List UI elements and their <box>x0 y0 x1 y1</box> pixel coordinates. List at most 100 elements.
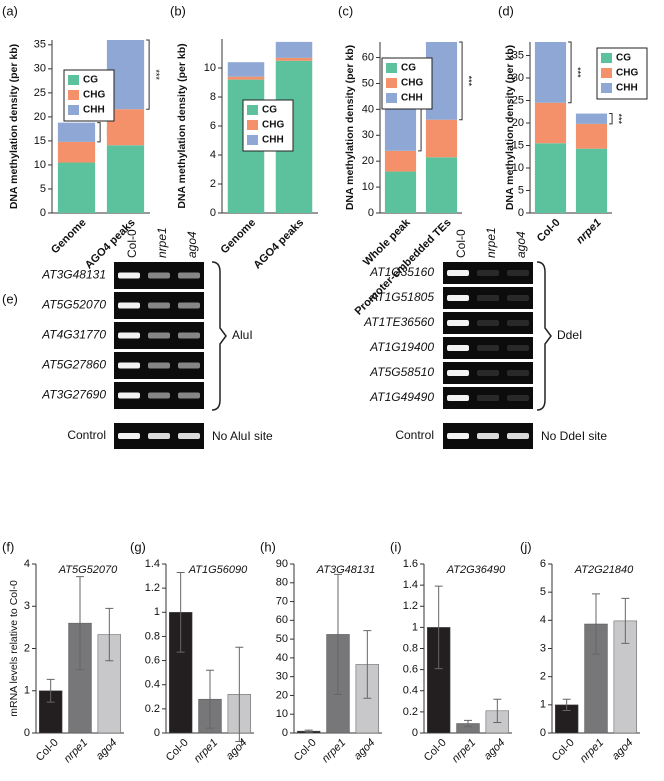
y-tick-label: 0.8 <box>145 630 160 642</box>
legend-label: CHG <box>262 120 284 131</box>
y-axis-label: DNA methylation density (per kb) <box>176 43 188 208</box>
bar-segment <box>275 41 313 58</box>
chart-title: AT2G21840 <box>574 564 634 576</box>
gel-band <box>178 272 200 279</box>
significance-bracket <box>146 39 150 110</box>
y-tick-label: 2 <box>540 671 546 683</box>
panel-label: (d) <box>498 3 514 18</box>
error-bar <box>334 573 342 696</box>
panel-label: (e) <box>2 291 18 306</box>
y-axis-label: mRNA levels relative to Col-0 <box>8 580 20 717</box>
y-tick-label: 0 <box>154 727 160 739</box>
y-tick-label: 6 <box>210 120 216 132</box>
gel-band <box>447 370 469 376</box>
significance-bracket <box>97 122 101 143</box>
y-tick-label: 10 <box>362 181 374 193</box>
gel-strip <box>443 312 533 334</box>
y-tick-label: 0.2 <box>145 703 160 715</box>
bar-segment <box>227 62 265 77</box>
panel-label: (j) <box>520 539 532 554</box>
gel-band <box>477 433 499 439</box>
significance-label: *** <box>102 127 112 138</box>
y-tick-label: 30 <box>362 129 374 141</box>
x-tick-label: Genome <box>219 217 259 257</box>
gel-strip <box>443 387 533 409</box>
error-bar <box>105 607 114 662</box>
error-bar <box>235 646 244 742</box>
y-axis-label: DNA methylation density (per kb) <box>8 44 20 209</box>
x-tick-label: nrpe1 <box>320 737 348 765</box>
bar-segment <box>275 57 313 61</box>
bar-segment <box>384 104 417 151</box>
gel-band <box>477 320 499 326</box>
panel-label: (i) <box>390 539 402 554</box>
y-tick-label: 0.6 <box>403 664 418 676</box>
y-tick-label: 60 <box>362 51 374 63</box>
y-tick-label: 35 <box>34 39 46 51</box>
y-tick-label: 20 <box>362 155 374 167</box>
gel-band <box>118 433 140 439</box>
gel-band <box>178 302 200 309</box>
y-axis-label: DNA methylation density (per kb) <box>504 45 516 210</box>
legend-label: CG <box>262 105 277 116</box>
y-tick-label: 60 <box>276 614 288 626</box>
y-tick-label: 0 <box>518 207 524 219</box>
y-tick-label: 0 <box>540 727 546 739</box>
gel-strip <box>443 287 533 309</box>
legend-swatch <box>386 93 397 103</box>
gene-label: AT5G58510 <box>369 365 434 379</box>
gene-label: AT4G31770 <box>41 328 106 342</box>
error-bar <box>363 630 372 699</box>
y-tick-label: 0 <box>368 207 374 219</box>
gel-band <box>118 272 140 279</box>
error-bar <box>592 593 600 655</box>
gel-band <box>118 302 140 309</box>
y-tick-label: 4 <box>210 149 216 161</box>
x-tick-label: AGO4 peaks <box>251 217 306 272</box>
legend-swatch <box>247 135 258 145</box>
legend-swatch <box>386 63 397 73</box>
x-tick-label: Col-0 <box>34 737 61 764</box>
x-tick-label: ago4 <box>610 737 636 763</box>
error-bar <box>76 576 84 671</box>
gene-label: AT1G49490 <box>369 390 434 404</box>
gel-band <box>447 320 469 326</box>
legend-label: CG <box>83 75 98 86</box>
bar-segment <box>575 113 608 124</box>
y-tick-label: 10 <box>34 159 46 171</box>
y-tick-label: 0.4 <box>403 685 418 697</box>
x-tick-label: nrpe1 <box>574 217 604 247</box>
y-tick-label: 5 <box>518 184 524 196</box>
error-bar <box>176 571 185 653</box>
gene-label: AT1G19400 <box>369 340 434 354</box>
x-tick-label: Col-0 <box>292 737 319 764</box>
legend-swatch <box>601 68 612 78</box>
bar-segment <box>384 171 417 213</box>
y-tick-label: 5 <box>40 183 46 195</box>
x-tick-label: Col-0 <box>164 737 191 764</box>
gel-band <box>477 270 499 276</box>
gene-label: AT1TE36560 <box>363 315 434 329</box>
y-tick-label: 1 <box>154 606 160 618</box>
y-tick-label: 2 <box>24 642 30 654</box>
x-tick-label: ago4 <box>482 737 508 763</box>
gel-band <box>507 320 529 326</box>
y-tick-label: 4 <box>540 614 546 626</box>
panel-label: (b) <box>170 3 186 18</box>
y-tick-label: 0.4 <box>145 679 160 691</box>
y-tick-label: 20 <box>34 111 46 123</box>
x-tick-label: Col-0 <box>550 737 577 764</box>
control-label: Control <box>395 428 434 442</box>
y-tick-label: 1.2 <box>403 600 418 612</box>
control-note: No DdeI site <box>541 429 607 443</box>
gel-band <box>477 345 499 351</box>
y-tick-label: 80 <box>276 577 288 589</box>
gel-band <box>178 362 200 369</box>
y-tick-label: 1.2 <box>145 582 160 594</box>
legend-swatch <box>386 78 397 88</box>
gel-band <box>118 332 140 339</box>
enzyme-label: DdeI <box>557 328 582 342</box>
significance-label: *** <box>464 76 474 87</box>
legend-label: CHG <box>616 68 638 79</box>
enzyme-label: AluI <box>232 328 253 342</box>
